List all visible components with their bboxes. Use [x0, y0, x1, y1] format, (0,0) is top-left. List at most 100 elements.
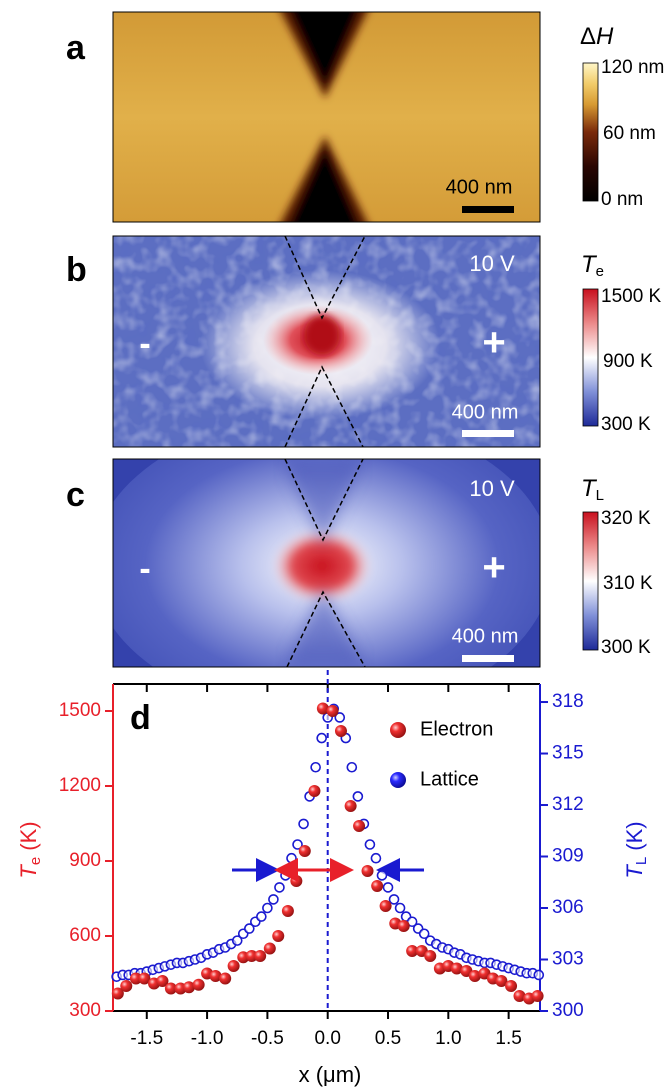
- data-point: [308, 785, 321, 797]
- polarity-label: -: [139, 325, 150, 363]
- scale-bar: [462, 655, 514, 662]
- x-tick-label: 0.0: [314, 1028, 340, 1049]
- colorbar-tick-label: 120 nm: [601, 57, 664, 78]
- y-tick-label: 600: [69, 925, 101, 946]
- data-point: [513, 990, 526, 1002]
- height-map: [113, 12, 540, 222]
- data-point: [120, 980, 133, 992]
- polarity-label: +: [482, 321, 505, 365]
- y-tick-label: 300: [69, 1000, 101, 1021]
- data-point: [495, 975, 508, 987]
- lattice-temperature-map: [113, 459, 540, 667]
- y2-tick-label: 315: [552, 743, 584, 764]
- data-point: [245, 950, 258, 962]
- data-point: [379, 900, 392, 912]
- x-tick-label: -1.5: [130, 1028, 163, 1049]
- data-point: [334, 725, 347, 737]
- legend-label: Electron: [420, 718, 493, 740]
- data-point: [280, 870, 291, 881]
- y-tick-label: 1500: [59, 700, 101, 721]
- data-point: [352, 791, 364, 802]
- x-tick-label: -0.5: [251, 1028, 284, 1049]
- data-point: [219, 972, 232, 985]
- scale-bar-label: 400 nm: [446, 176, 513, 198]
- colorbar: [582, 62, 599, 202]
- data-point: [298, 845, 311, 857]
- colorbar-tick-label: 0 nm: [601, 189, 643, 210]
- scale-bar-label: 400 nm: [452, 625, 519, 647]
- data-point: [531, 990, 544, 1002]
- polarity-label: +: [482, 546, 505, 590]
- colorbar-title: Te: [581, 251, 604, 280]
- data-point: [450, 962, 463, 975]
- colorbar-title: TL: [581, 475, 604, 504]
- data-point: [290, 875, 303, 887]
- data-point: [111, 987, 124, 1000]
- colorbar: [582, 288, 599, 427]
- data-point: [263, 942, 276, 955]
- data-point: [344, 800, 357, 812]
- data-point: [353, 820, 366, 832]
- data-point: [209, 970, 222, 982]
- scale-bar: [462, 430, 514, 437]
- colorbar: [582, 511, 599, 651]
- data-point: [376, 870, 388, 881]
- colorbar-tick-label: 320 K: [601, 508, 651, 529]
- data-point: [262, 902, 273, 914]
- x-tick-label: -1.0: [191, 1028, 224, 1049]
- x-tick-label: 1.5: [495, 1028, 521, 1049]
- data-point: [326, 705, 339, 717]
- voltage-label: 10 V: [469, 251, 515, 276]
- data-point: [394, 902, 406, 914]
- y2-tick-label: 312: [552, 794, 584, 815]
- colorbar-tick-label: 60 nm: [603, 123, 656, 144]
- colorbar-tick-label: 300 K: [601, 637, 651, 658]
- data-point: [286, 852, 297, 864]
- scale-bar-label: 400 nm: [452, 401, 519, 423]
- data-point: [316, 702, 329, 715]
- data-point: [346, 761, 358, 773]
- legend-marker: [390, 772, 406, 788]
- y2-tick-label: 303: [552, 949, 584, 970]
- panel-label: c: [66, 476, 85, 514]
- x-axis-label: x (μm): [299, 1062, 362, 1087]
- data-point: [468, 970, 481, 982]
- data-point: [138, 972, 151, 985]
- y-tick-label: 1200: [59, 775, 101, 796]
- data-point: [418, 928, 430, 940]
- data-point: [268, 894, 279, 905]
- data-point: [361, 865, 374, 877]
- x-tick-label: 0.5: [375, 1028, 401, 1049]
- data-point: [231, 935, 243, 946]
- data-point: [388, 894, 400, 905]
- data-point: [382, 882, 394, 893]
- data-point: [292, 839, 303, 850]
- y2-tick-label: 309: [552, 846, 584, 867]
- y2-tick-label: 300: [552, 1000, 584, 1021]
- colorbar-tick-label: 1500 K: [601, 286, 662, 307]
- panel-d: d x (μm) Te (K) TL (K) -1.5 -1.0 -0.5 0.0 0.…: [16, 670, 650, 1087]
- data-point: [254, 950, 267, 962]
- data-point: [334, 712, 346, 723]
- data-point: [164, 982, 177, 995]
- polarity-label: -: [139, 550, 150, 588]
- data-point: [272, 930, 285, 942]
- data-point: [256, 911, 267, 922]
- colorbar-tick-label: 300 K: [601, 414, 651, 435]
- data-point: [274, 882, 285, 893]
- colorbar-title: ΔH: [580, 23, 614, 50]
- y-tick-label: 900: [69, 850, 101, 871]
- data-point: [192, 978, 205, 991]
- legend-label: Lattice: [420, 768, 479, 790]
- panel-b: b 10 V - + 400 nm Te 1500 K 900 K 300 K: [66, 235, 662, 448]
- scale-bar: [462, 206, 514, 213]
- panel-label: d: [130, 699, 151, 737]
- data-point: [156, 975, 169, 987]
- data-point: [182, 981, 195, 994]
- legend-marker: [390, 722, 406, 738]
- data-point: [310, 761, 321, 773]
- panel-a: a 400 nm ΔH 120 nm 60 nm 0 nm: [66, 11, 664, 223]
- data-point: [370, 852, 382, 864]
- voltage-label: 10 V: [469, 476, 515, 501]
